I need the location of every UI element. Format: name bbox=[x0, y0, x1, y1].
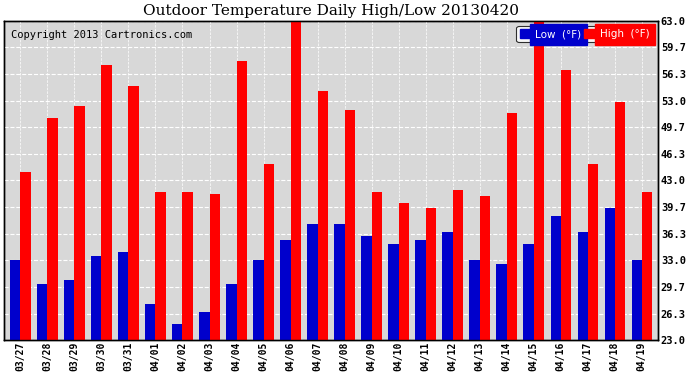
Bar bbox=[551, 216, 561, 340]
Bar bbox=[210, 194, 220, 340]
Bar bbox=[415, 240, 426, 340]
Bar bbox=[469, 260, 480, 340]
Bar bbox=[388, 244, 399, 340]
Bar bbox=[453, 190, 463, 340]
Bar bbox=[101, 64, 112, 340]
Bar bbox=[442, 232, 453, 340]
Bar bbox=[317, 91, 328, 340]
Bar bbox=[182, 192, 193, 340]
Bar bbox=[506, 112, 517, 340]
Bar bbox=[480, 196, 490, 340]
Bar bbox=[155, 192, 166, 340]
Bar bbox=[524, 244, 534, 340]
Bar bbox=[199, 312, 210, 340]
Bar bbox=[280, 240, 290, 340]
Bar bbox=[290, 21, 301, 340]
Bar bbox=[307, 224, 317, 340]
Bar bbox=[37, 284, 48, 340]
Bar bbox=[497, 264, 506, 340]
Bar bbox=[128, 86, 139, 340]
Bar bbox=[172, 324, 182, 340]
Bar bbox=[226, 284, 237, 340]
Bar bbox=[362, 236, 372, 340]
Bar bbox=[91, 256, 101, 340]
Bar bbox=[344, 110, 355, 340]
Title: Outdoor Temperature Daily High/Low 20130420: Outdoor Temperature Daily High/Low 20130… bbox=[143, 4, 519, 18]
Bar bbox=[631, 260, 642, 340]
Bar bbox=[561, 70, 571, 340]
Bar bbox=[237, 61, 247, 340]
Bar bbox=[426, 209, 436, 340]
Bar bbox=[264, 164, 274, 340]
Bar bbox=[642, 192, 652, 340]
Bar bbox=[118, 252, 128, 340]
Bar bbox=[534, 17, 544, 340]
Bar bbox=[372, 192, 382, 340]
Bar bbox=[253, 260, 264, 340]
Bar bbox=[578, 232, 588, 340]
Bar bbox=[21, 172, 30, 340]
Bar bbox=[335, 224, 344, 340]
Bar bbox=[64, 280, 75, 340]
Bar bbox=[48, 118, 58, 340]
Legend: Low  (°F), High  (°F): Low (°F), High (°F) bbox=[517, 26, 653, 42]
Bar bbox=[604, 209, 615, 340]
Text: Copyright 2013 Cartronics.com: Copyright 2013 Cartronics.com bbox=[11, 30, 192, 40]
Bar bbox=[399, 203, 409, 340]
Bar bbox=[10, 260, 21, 340]
Bar bbox=[588, 164, 598, 340]
Bar bbox=[75, 106, 85, 340]
Bar bbox=[145, 304, 155, 340]
Bar bbox=[615, 102, 625, 340]
